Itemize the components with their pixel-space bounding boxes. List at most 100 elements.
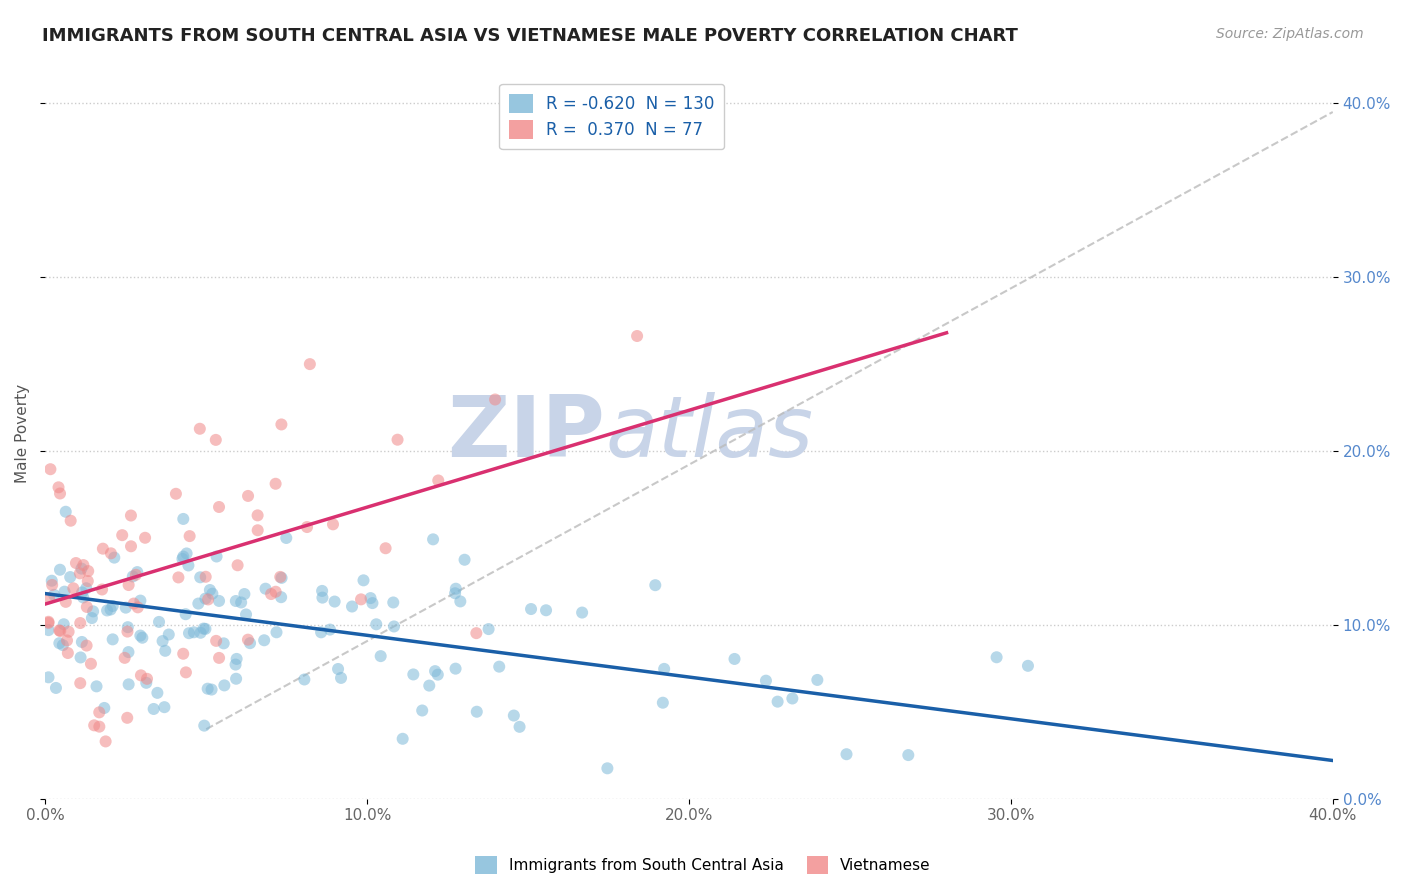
Point bbox=[56, 633, 79, 648]
Point bbox=[174, 607, 197, 622]
Point bbox=[42, 588, 65, 602]
Point bbox=[260, 587, 283, 601]
Point bbox=[58, 624, 80, 639]
Point bbox=[172, 549, 194, 564]
Point bbox=[48, 480, 70, 494]
Point bbox=[225, 652, 247, 666]
Point bbox=[360, 591, 382, 606]
Point bbox=[55, 505, 77, 519]
Point bbox=[153, 700, 176, 714]
Point bbox=[298, 357, 321, 371]
Point bbox=[194, 622, 217, 636]
Point bbox=[264, 584, 287, 599]
Point bbox=[226, 558, 249, 573]
Point bbox=[266, 625, 288, 640]
Point bbox=[65, 556, 87, 570]
Point bbox=[212, 636, 235, 650]
Point bbox=[423, 664, 446, 678]
Point bbox=[205, 549, 228, 564]
Point bbox=[72, 591, 94, 605]
Point bbox=[986, 650, 1008, 665]
Point bbox=[214, 678, 236, 692]
Text: ZIP: ZIP bbox=[447, 392, 606, 475]
Point bbox=[465, 626, 488, 640]
Point bbox=[897, 748, 920, 763]
Point bbox=[361, 596, 384, 610]
Point bbox=[49, 624, 72, 638]
Point bbox=[270, 417, 292, 432]
Point bbox=[225, 672, 247, 686]
Point bbox=[115, 711, 138, 725]
Point bbox=[239, 636, 262, 650]
Point bbox=[45, 681, 67, 695]
Point bbox=[117, 645, 139, 659]
Point bbox=[100, 602, 122, 616]
Point bbox=[37, 615, 59, 630]
Point bbox=[82, 604, 104, 618]
Point bbox=[91, 541, 114, 556]
Point bbox=[135, 675, 157, 690]
Point bbox=[55, 595, 77, 609]
Point bbox=[626, 329, 648, 343]
Point bbox=[246, 523, 269, 537]
Point bbox=[478, 622, 501, 636]
Point bbox=[114, 600, 136, 615]
Point bbox=[89, 706, 111, 720]
Point bbox=[205, 633, 228, 648]
Point bbox=[80, 611, 103, 625]
Point bbox=[340, 599, 363, 614]
Point bbox=[193, 622, 215, 636]
Point bbox=[322, 517, 344, 532]
Point bbox=[264, 476, 287, 491]
Point bbox=[444, 586, 467, 600]
Point bbox=[782, 691, 804, 706]
Point bbox=[59, 570, 82, 584]
Point bbox=[427, 474, 450, 488]
Point bbox=[103, 550, 125, 565]
Point bbox=[198, 582, 221, 597]
Point bbox=[235, 607, 257, 622]
Text: IMMIGRANTS FROM SOUTH CENTRAL ASIA VS VIETNAMESE MALE POVERTY CORRELATION CHART: IMMIGRANTS FROM SOUTH CENTRAL ASIA VS VI… bbox=[42, 27, 1018, 45]
Point bbox=[165, 487, 187, 501]
Point bbox=[353, 574, 375, 588]
Point bbox=[129, 668, 152, 682]
Point bbox=[39, 462, 62, 476]
Point bbox=[172, 552, 194, 566]
Point bbox=[177, 626, 200, 640]
Text: atlas: atlas bbox=[606, 392, 813, 475]
Point bbox=[127, 600, 149, 615]
Point bbox=[155, 644, 177, 658]
Point bbox=[136, 672, 159, 686]
Point bbox=[444, 582, 467, 596]
Point bbox=[69, 676, 91, 690]
Point bbox=[323, 594, 346, 608]
Point bbox=[49, 486, 72, 500]
Point bbox=[188, 422, 211, 436]
Point bbox=[70, 561, 93, 575]
Point bbox=[69, 650, 91, 665]
Point bbox=[76, 639, 98, 653]
Point bbox=[1017, 658, 1039, 673]
Point bbox=[148, 615, 170, 629]
Point bbox=[134, 531, 156, 545]
Point bbox=[62, 582, 84, 596]
Point bbox=[453, 553, 475, 567]
Point bbox=[101, 632, 124, 647]
Point bbox=[270, 590, 292, 604]
Point bbox=[89, 720, 111, 734]
Point bbox=[444, 662, 467, 676]
Point bbox=[96, 603, 118, 617]
Point bbox=[387, 433, 409, 447]
Point bbox=[129, 593, 152, 607]
Point bbox=[53, 584, 76, 599]
Point bbox=[77, 564, 100, 578]
Point bbox=[86, 679, 108, 693]
Point bbox=[80, 657, 103, 671]
Point bbox=[197, 592, 219, 607]
Point bbox=[311, 583, 333, 598]
Point bbox=[204, 433, 226, 447]
Point bbox=[72, 558, 94, 573]
Point bbox=[231, 595, 253, 609]
Point bbox=[391, 731, 413, 746]
Point bbox=[48, 624, 70, 638]
